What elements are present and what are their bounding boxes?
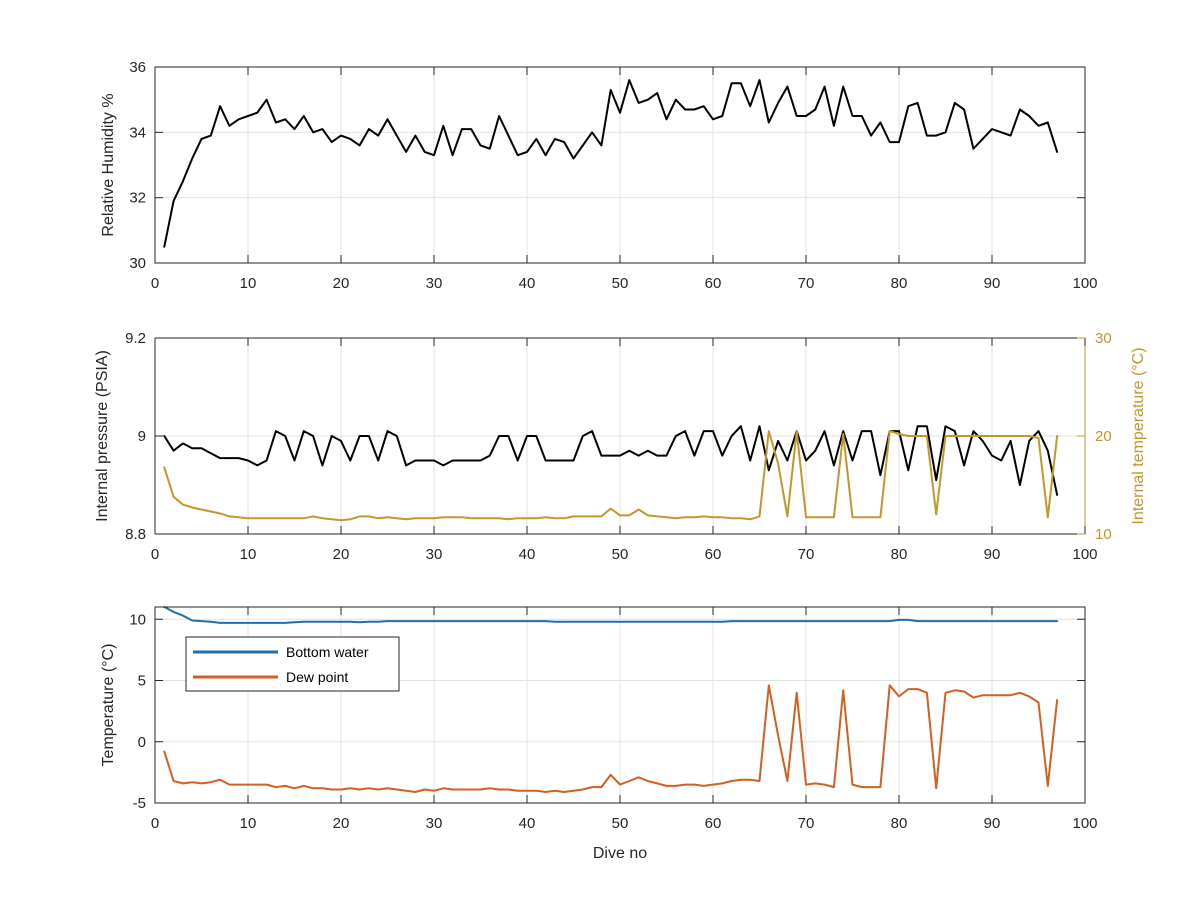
humidity-x-tick-label: 100 [1072, 275, 1097, 292]
temperature-x-tick-label: 70 [798, 815, 815, 832]
humidity-y-tick-label: 34 [129, 124, 146, 141]
temperature-x-tick-label: 40 [519, 815, 536, 832]
pressure-x-tick-label: 90 [984, 546, 1001, 563]
temperature-ticks: 0 10 20 30 40 50 60 70 80 90 100 -5 0 5 10 [129, 607, 1098, 832]
temperature-y-tick-label: 10 [129, 611, 146, 628]
temperature-y-tick-label: -5 [133, 795, 146, 812]
pressure-x-tick-label: 10 [240, 546, 257, 563]
humidity-series-line [163, 79, 1059, 248]
legend-label-bottom-water: Bottom water [286, 644, 369, 660]
pressure-y-tick-label: 9 [138, 428, 146, 445]
temperature-x-tick-label: 50 [612, 815, 629, 832]
humidity-y-tick-label: 30 [129, 255, 146, 272]
humidity-panel: 0 10 20 30 40 50 60 70 80 90 100 30 32 34 36 Relative … [100, 59, 1098, 292]
internal-temperature-series-line [163, 430, 1059, 522]
temperature-x-tick-label: 10 [240, 815, 257, 832]
pressure-x-tick-label: 60 [705, 546, 722, 563]
humidity-x-tick-label: 80 [891, 275, 908, 292]
internal-temperature-y-axis-label: Internal temperature (°C) [1130, 347, 1147, 524]
temperature-y-axis-label: Temperature (°C) [100, 644, 117, 767]
pressure-series-group [163, 425, 1059, 522]
humidity-x-tick-label: 60 [705, 275, 722, 292]
temperature-x-tick-label: 0 [151, 815, 159, 832]
humidity-x-tick-label: 20 [333, 275, 350, 292]
x-axis-label: Dive no [593, 845, 647, 862]
pressure-x-tick-label: 80 [891, 546, 908, 563]
legend-box [185, 636, 400, 692]
humidity-y-tick-label: 32 [129, 190, 146, 207]
pressure-x-tick-label: 100 [1072, 546, 1097, 563]
pressure-ticks: 0 10 20 30 40 50 60 70 80 90 100 8.8 9 9.2 10 20 30 [125, 330, 1112, 563]
legend-label-dew-point: Dew point [286, 669, 348, 685]
humidity-x-tick-label: 10 [240, 275, 257, 292]
temperature-y-tick-label: 5 [138, 673, 146, 690]
humidity-series-group [163, 79, 1059, 248]
temperature-x-tick-label: 90 [984, 815, 1001, 832]
temperature-series-group [163, 606, 1059, 793]
humidity-x-tick-label: 40 [519, 275, 536, 292]
pressure-series-line [163, 425, 1059, 496]
pressure-y-tick-label: 9.2 [125, 330, 146, 347]
pressure-y-tick-label: 8.8 [125, 526, 146, 543]
humidity-y-tick-label: 36 [129, 59, 146, 76]
dew-point-series-line [163, 684, 1059, 793]
humidity-x-tick-label: 70 [798, 275, 815, 292]
pressure-x-tick-label: 70 [798, 546, 815, 563]
pressure-x-tick-label: 50 [612, 546, 629, 563]
humidity-x-tick-label: 0 [151, 275, 159, 292]
pressure-x-tick-label: 30 [426, 546, 443, 563]
humidity-x-tick-label: 50 [612, 275, 629, 292]
humidity-y-axis-label: Relative Humidity % [100, 93, 117, 236]
pressure-x-tick-label: 40 [519, 546, 536, 563]
temperature-x-tick-label: 20 [333, 815, 350, 832]
temperature-x-tick-label: 30 [426, 815, 443, 832]
temperature-x-tick-label: 100 [1072, 815, 1097, 832]
bottom-water-series-line [163, 606, 1059, 624]
pressure-right-y-tick-label: 10 [1095, 526, 1112, 543]
pressure-panel: 0 10 20 30 40 50 60 70 80 90 100 8.8 9 9.2 10 20 30 Inte… [94, 330, 1147, 563]
temperature-x-tick-label: 80 [891, 815, 908, 832]
pressure-right-y-tick-label: 30 [1095, 330, 1112, 347]
temperature-x-tick-label: 60 [705, 815, 722, 832]
temperature-y-tick-label: 0 [138, 734, 146, 751]
humidity-x-tick-label: 90 [984, 275, 1001, 292]
humidity-x-tick-label: 30 [426, 275, 443, 292]
temperature-panel: 0 10 20 30 40 50 60 70 80 90 100 -5 0 5 10 Temperature… [100, 606, 1098, 862]
legend: Bottom water Dew point [185, 636, 400, 692]
pressure-right-y-tick-label: 20 [1095, 428, 1112, 445]
pressure-x-tick-label: 0 [151, 546, 159, 563]
pressure-x-tick-label: 20 [333, 546, 350, 563]
humidity-ticks: 0 10 20 30 40 50 60 70 80 90 100 30 32 34 36 [129, 59, 1097, 292]
pressure-y-axis-label: Internal pressure (PSIA) [94, 350, 111, 522]
